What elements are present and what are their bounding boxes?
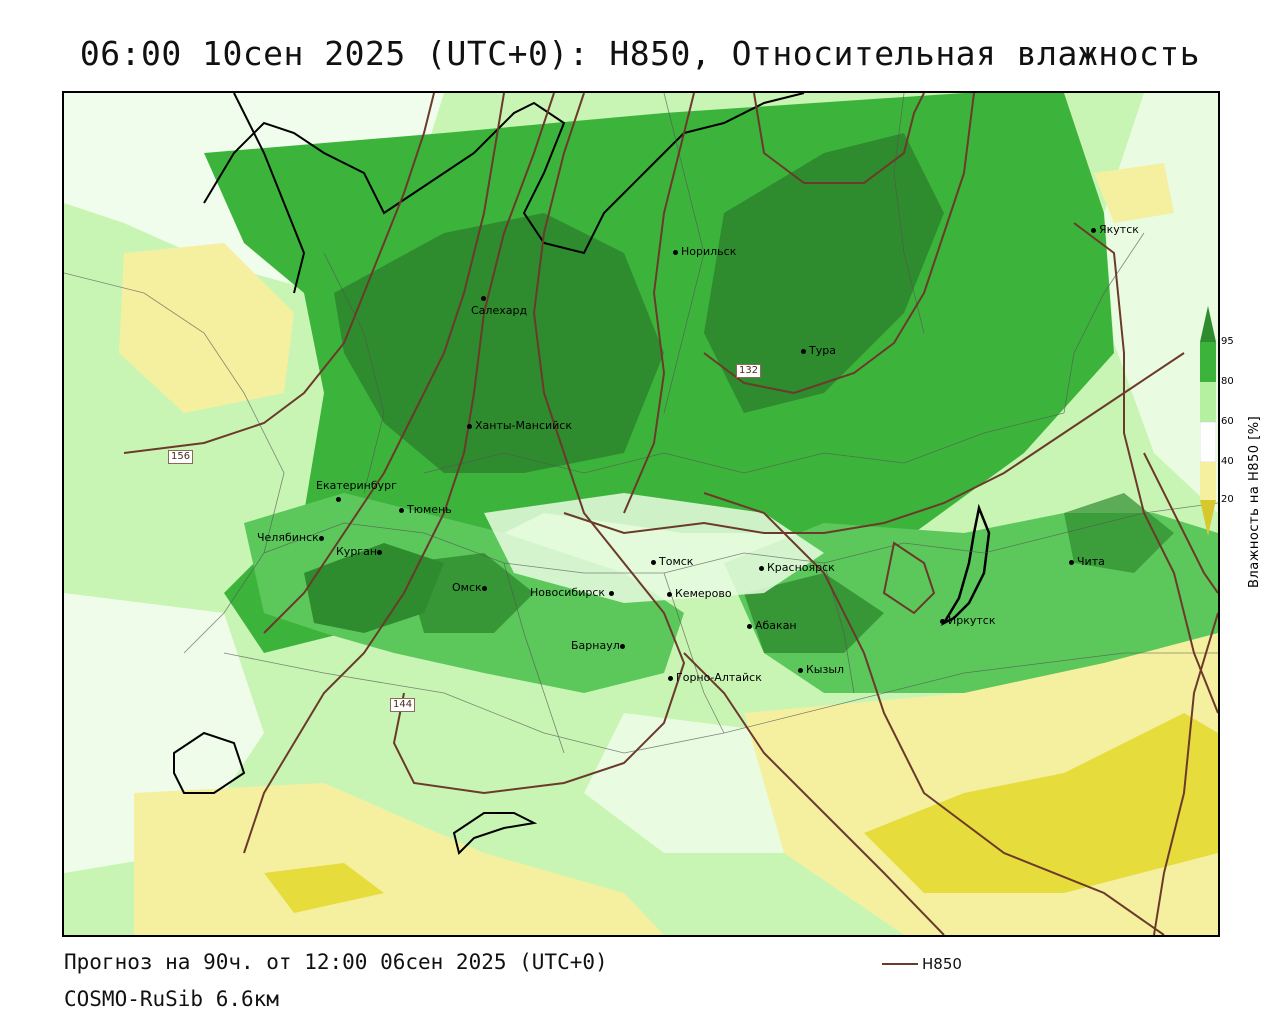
city-dot: [651, 559, 656, 565]
colorbar-tick-95: 95: [1221, 336, 1234, 347]
contour-140: [563, 352, 1185, 535]
city-barnaul: Барнаул: [571, 639, 628, 652]
city-tomsk: Томск: [651, 555, 693, 568]
contour-148: [243, 93, 555, 854]
city-dot: [399, 507, 404, 513]
city-dot: [667, 591, 672, 597]
city-dot: [668, 675, 673, 681]
regional-borders: [64, 93, 1218, 754]
colorbar-tick-80: 80: [1221, 376, 1234, 387]
city-kyzyl: Кызыл: [798, 663, 844, 676]
colorbar: [1200, 306, 1216, 536]
city-norilsk: Норильск: [673, 245, 736, 258]
city-dot: [1091, 227, 1096, 233]
city-kurgan: Курган: [336, 545, 385, 558]
city-khanty-mansiysk: Ханты-Мансийск: [467, 419, 572, 432]
city-chita: Чита: [1069, 555, 1105, 568]
colorbar-band-80-95: [1200, 342, 1216, 382]
h850-contours: [123, 93, 1218, 935]
city-dot: [481, 295, 486, 301]
city-krasnoyarsk: Красноярск: [759, 561, 835, 574]
city-dot: [336, 496, 341, 502]
city-dot: [759, 565, 764, 571]
contour-label-144: 144: [390, 698, 416, 712]
city-omsk: Омск: [452, 581, 490, 594]
contour-east-2: [1143, 452, 1218, 594]
contour-132: [703, 93, 975, 395]
city-dot: [940, 618, 945, 624]
map-canvas: [64, 93, 1218, 935]
city-kemerovo: Кемерово: [667, 587, 732, 600]
contour-128: [753, 93, 925, 184]
colorbar-tick-20: 20: [1221, 494, 1234, 505]
contour-east-3: [1153, 612, 1218, 935]
humidity-dark-yellow-se: [864, 713, 1218, 893]
aral-sea: [173, 731, 246, 794]
colorbar-band-60-80: [1200, 382, 1216, 422]
contour-152: [263, 93, 505, 634]
humidity-yellow-sw: [134, 783, 664, 935]
city-dot: [318, 535, 324, 541]
contour-closed-small: [882, 541, 936, 615]
city-dot: [619, 643, 625, 649]
legend-line-swatch: [882, 963, 918, 965]
city-dot: [1069, 559, 1074, 565]
city-tyumen: Тюмень: [399, 503, 452, 516]
yamal-coast: [233, 93, 306, 294]
city-dot: [481, 585, 487, 591]
humidity-yellow-ne: [1094, 163, 1174, 223]
contour-136: [623, 93, 695, 514]
city-irkutsk: Иркутск: [940, 614, 995, 627]
contour-144: [392, 93, 686, 795]
city-yakutsk: Якутск: [1091, 223, 1139, 236]
city-dot: [377, 549, 383, 555]
colorbar-tick-40: 40: [1221, 456, 1234, 467]
city-chelyabinsk: Челябинск: [257, 531, 327, 544]
colorbar-title: Влажность на H850 [%]: [1247, 415, 1262, 588]
colorbar-band-40-60: [1200, 421, 1216, 463]
city-dot: [609, 590, 615, 596]
humidity-darkgreen-4: [404, 553, 534, 633]
city-dot: [801, 348, 806, 354]
contour-156: [123, 93, 435, 454]
colorbar-tick-60: 60: [1221, 416, 1234, 427]
legend: H850: [882, 955, 962, 973]
lake-balkhash: [452, 812, 538, 855]
colorbar-bottom-arrow: [1200, 500, 1216, 536]
humidity-dark-yellow-sw: [264, 863, 384, 913]
north-coastline: [203, 93, 805, 255]
city-dot: [798, 667, 803, 673]
legend-label: H850: [922, 955, 962, 973]
contour-south-1: [703, 492, 1165, 935]
contour-east-1: [1073, 222, 1218, 714]
humidity-darkgreen-2: [704, 133, 944, 413]
weather-map[interactable]: 132 156 144 Салехард Норильск Якутск Тур…: [62, 91, 1220, 937]
city-salekhard: Салехард: [471, 291, 527, 317]
humidity-darkgreen-5: [744, 573, 884, 653]
contour-south-2: [683, 652, 945, 935]
city-dot: [747, 623, 752, 629]
contour-label-132: 132: [736, 364, 762, 378]
contour-label-156: 156: [168, 450, 194, 464]
colorbar-band-20-40: [1200, 462, 1216, 500]
humidity-yellow-west: [119, 243, 294, 413]
city-novosibirsk: Новосибирск: [530, 586, 617, 599]
city-dot: [467, 423, 472, 429]
forecast-info: Прогноз на 90ч. от 12:00 06сен 2025 (UTC…: [64, 950, 608, 974]
city-abakan: Абакан: [747, 619, 797, 632]
map-title: 06:00 10сен 2025 (UTC+0): H850, Относите…: [79, 34, 1201, 73]
model-name: COSMO-RuSib 6.6км: [64, 987, 279, 1011]
city-ekaterinburg: Екатеринбург: [316, 479, 397, 505]
city-tura: Тура: [801, 344, 836, 357]
humidity-pale-band: [484, 493, 824, 603]
city-dot: [673, 249, 678, 255]
colorbar-top-arrow: [1200, 306, 1216, 342]
city-gorno-altaysk: Горно-Алтайск: [668, 671, 762, 684]
lake-baikal: [940, 503, 991, 627]
